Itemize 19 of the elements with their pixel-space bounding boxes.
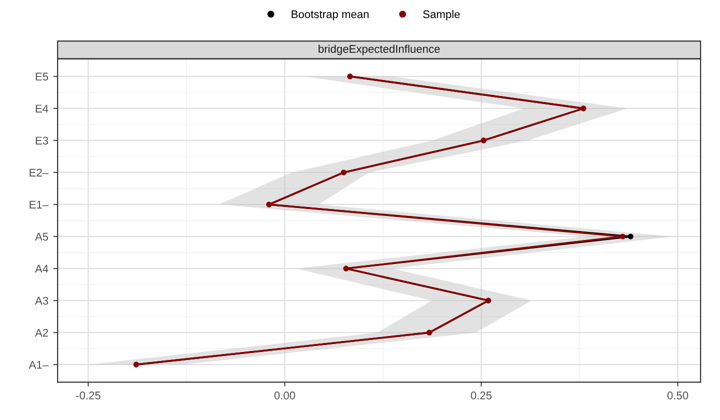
legend-label: Sample [423,10,460,20]
y-tick-label: E5 [36,72,48,81]
x-tick-label: 0.50 [667,392,688,400]
y-tick-label: A3 [35,296,48,305]
y-tick-label: E3 [36,136,48,145]
x-tick-label: 0.25 [470,392,492,400]
y-tick-label: A1– [28,360,49,369]
chart-title: bridgeExpectedInfluence [318,44,440,56]
y-tick-label: A2 [35,328,48,337]
y-tick-label: A5 [35,232,48,241]
y-tick-label: A4 [35,264,48,273]
y-tick-label: E4 [36,104,48,112]
point [628,234,634,240]
point [620,234,626,240]
x-tick-label: 0.00 [274,392,296,400]
legend-label: Bootstrap mean [292,10,369,20]
y-tick-label: E2– [30,168,49,176]
y-tick-label: E1– [30,200,49,209]
x-tick-label: -0.25 [76,392,100,400]
